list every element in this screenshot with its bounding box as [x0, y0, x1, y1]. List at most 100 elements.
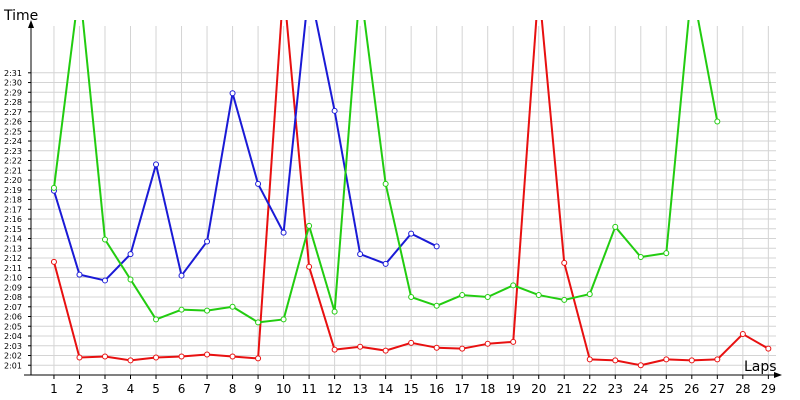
data-point	[331, 308, 338, 315]
y-tick-label: 2:28	[4, 98, 22, 107]
data-point	[127, 276, 134, 283]
x-tick-label: 10	[276, 382, 291, 396]
data-point	[101, 277, 108, 284]
series-segment	[691, 358, 718, 362]
series-segment	[615, 359, 641, 367]
grid	[28, 26, 776, 379]
series-segment	[206, 353, 233, 358]
data-point	[433, 344, 440, 351]
data-point	[484, 294, 491, 301]
x-tick-label: 16	[429, 382, 444, 396]
series-segment	[79, 355, 106, 359]
data-point	[178, 353, 185, 360]
series-segment	[666, 358, 692, 362]
series-segment	[384, 183, 413, 298]
series-segment	[742, 333, 769, 350]
series-segment	[79, 273, 106, 282]
series-segment	[363, 20, 387, 185]
data-point	[50, 258, 57, 265]
x-tick-label: 3	[101, 382, 109, 396]
y-tick-label: 2:04	[4, 332, 22, 341]
x-tick-label: 13	[352, 382, 367, 396]
y-tick-label: 2:11	[4, 264, 22, 273]
series-segment	[410, 341, 437, 349]
y-tick-label: 2:18	[4, 196, 22, 205]
data-point	[561, 296, 568, 303]
series-segment	[155, 355, 182, 359]
x-tick-label: 18	[480, 382, 495, 396]
x-tick-label: 17	[455, 382, 470, 396]
y-tick-label: 2:02	[4, 352, 22, 361]
data-point	[433, 243, 440, 250]
y-tick-label: 2:12	[4, 254, 22, 263]
series-segment	[359, 253, 386, 265]
series-segment	[487, 284, 514, 298]
series-segment	[282, 20, 307, 233]
x-tick-label: 25	[659, 382, 674, 396]
series-segment	[461, 342, 488, 350]
series-segment	[285, 20, 311, 267]
data-point	[127, 251, 134, 258]
data-point	[280, 229, 287, 236]
data-point	[255, 180, 262, 187]
x-tick-label: 29	[761, 382, 776, 396]
data-point	[357, 251, 364, 258]
y-tick-labels: 2:012:022:032:042:052:062:072:082:092:10…	[4, 69, 22, 370]
data-point	[714, 118, 721, 125]
data-point	[510, 338, 517, 345]
data-point	[255, 319, 262, 326]
series-segment	[129, 164, 157, 255]
data-point	[433, 302, 440, 309]
data-point	[280, 316, 287, 323]
y-tick-label: 2:01	[4, 361, 22, 370]
series-segment	[257, 183, 285, 234]
series-segment	[588, 226, 617, 295]
y-tick-label: 2:07	[4, 303, 22, 312]
series-segment	[206, 305, 233, 312]
data-point	[204, 351, 211, 358]
x-tick-labels: 1 2 3 4 5 6 7 8 9 10 11 12 13 14 15 16 17 18 19 20 21 22 23 24 2…	[50, 382, 776, 396]
series-segment	[563, 262, 591, 360]
series-3	[50, 20, 721, 326]
data-point	[127, 357, 134, 364]
x-tick-label: 20	[531, 382, 546, 396]
series-segment	[716, 333, 744, 361]
data-point	[153, 354, 160, 361]
data-point	[178, 306, 185, 313]
data-point	[76, 354, 83, 361]
x-tick-label: 26	[684, 382, 699, 396]
y-tick-label: 2:27	[4, 108, 22, 117]
data-point	[765, 345, 772, 352]
y-tick-label: 2:22	[4, 157, 22, 166]
data-point	[229, 90, 236, 97]
data-point	[382, 260, 389, 267]
data-point	[331, 346, 338, 353]
data-point	[178, 272, 185, 279]
y-tick-label: 2:13	[4, 244, 22, 253]
series-segment	[232, 355, 259, 360]
data-point	[688, 357, 695, 364]
series-segment	[665, 20, 690, 254]
x-tick-label: 1	[50, 382, 58, 396]
y-tick-label: 2:24	[4, 137, 22, 146]
data-point	[663, 356, 670, 363]
data-point	[586, 356, 593, 363]
series-segment	[697, 20, 719, 122]
y-tick-label: 2:15	[4, 225, 22, 234]
series-segment	[334, 345, 361, 351]
x-tick-label: 4	[127, 382, 135, 396]
y-tick-label: 2:06	[4, 313, 22, 322]
series-segment	[155, 308, 182, 321]
data-point	[50, 184, 57, 191]
series-segment	[436, 294, 463, 307]
series-segment	[410, 296, 437, 307]
y-tick-label: 2:14	[4, 235, 22, 244]
data-point	[663, 250, 670, 257]
data-point	[459, 292, 466, 299]
series-segment	[333, 20, 359, 312]
series-segment	[410, 232, 438, 248]
x-tick-label: 11	[301, 382, 316, 396]
y-tick-label: 2:25	[4, 127, 22, 136]
data-point	[484, 340, 491, 347]
y-tick-label: 2:19	[4, 186, 22, 195]
